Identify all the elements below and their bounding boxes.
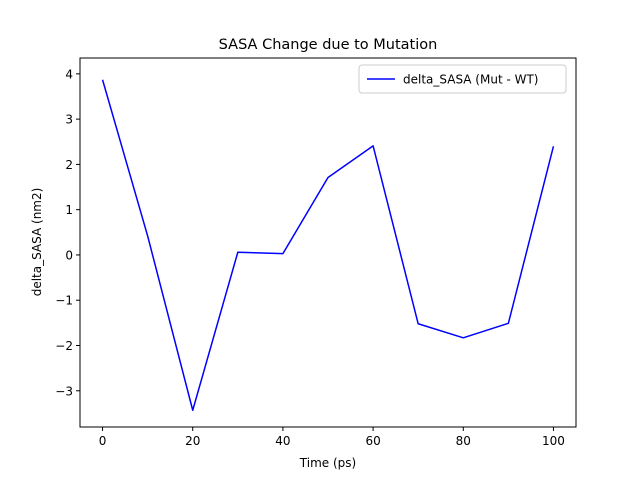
x-axis-label: Time (ps) — [299, 456, 356, 470]
y-tick-label: 4 — [65, 67, 73, 81]
axes-frame — [79, 57, 577, 428]
x-tick-label: 100 — [542, 434, 565, 448]
legend-box — [358, 64, 567, 94]
y-tick-label: 2 — [65, 158, 73, 172]
y-tick-label: −2 — [55, 339, 73, 353]
y-tick-label: 0 — [65, 248, 73, 262]
plot-area: 0 20 40 60 80 100 −3 −2 −1 0 1 2 3 4 delta_SASA (Mut -… — [55, 57, 577, 448]
y-axis-label: delta_SASA (nm2) — [30, 188, 44, 297]
x-tick-label: 40 — [275, 434, 290, 448]
series-line-0 — [101, 79, 555, 411]
y-tick-label: 1 — [65, 203, 73, 217]
y-tick-label: −1 — [55, 294, 73, 308]
legend-label: delta_SASA (Mut - WT) — [403, 73, 539, 87]
y-tick-label: −3 — [55, 384, 73, 398]
x-tick-label: 20 — [185, 434, 200, 448]
x-tick-label: 60 — [365, 434, 380, 448]
x-tick-label: 80 — [456, 434, 471, 448]
x-tick-label: 0 — [99, 434, 107, 448]
y-tick-label: 3 — [65, 113, 73, 127]
chart-title: SASA Change due to Mutation — [219, 37, 438, 53]
